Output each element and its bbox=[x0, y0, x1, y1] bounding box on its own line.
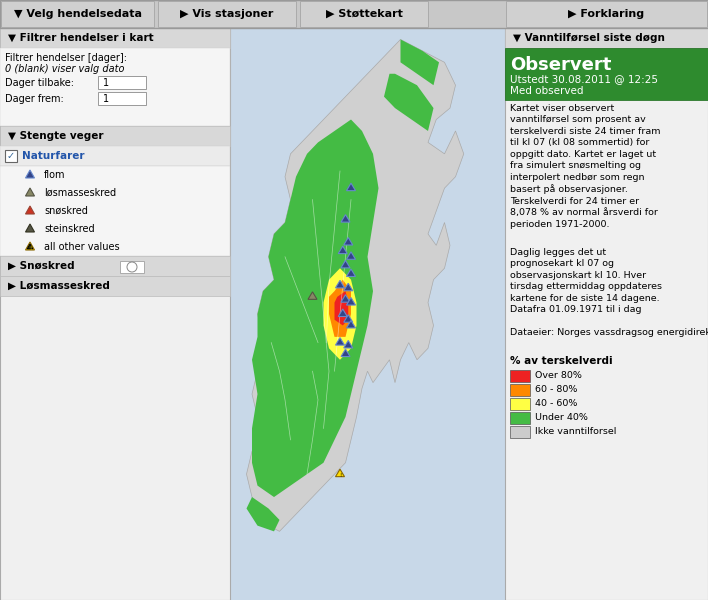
Text: snøskred: snøskred bbox=[44, 206, 88, 216]
Polygon shape bbox=[336, 280, 345, 288]
Polygon shape bbox=[246, 497, 280, 532]
Polygon shape bbox=[25, 206, 35, 214]
Text: ▼ Velg hendelsedata: ▼ Velg hendelsedata bbox=[13, 9, 142, 19]
Polygon shape bbox=[25, 170, 35, 178]
Polygon shape bbox=[344, 283, 353, 291]
Bar bbox=[505, 28, 708, 48]
Polygon shape bbox=[346, 269, 355, 277]
Text: steinskred: steinskred bbox=[44, 224, 95, 234]
Bar bbox=[230, 28, 505, 600]
Polygon shape bbox=[336, 469, 345, 476]
Text: Dager frem:: Dager frem: bbox=[5, 94, 64, 104]
Bar bbox=[505, 48, 708, 100]
Polygon shape bbox=[25, 224, 35, 232]
Bar bbox=[510, 398, 530, 410]
Bar bbox=[0, 126, 230, 146]
Polygon shape bbox=[344, 315, 353, 322]
Polygon shape bbox=[346, 183, 355, 191]
Text: 1: 1 bbox=[103, 94, 109, 104]
Polygon shape bbox=[401, 40, 439, 85]
Polygon shape bbox=[341, 260, 350, 268]
Text: Under 40%: Under 40% bbox=[535, 413, 588, 422]
Polygon shape bbox=[25, 188, 35, 196]
Polygon shape bbox=[338, 309, 347, 317]
Text: Dager tilbake:: Dager tilbake: bbox=[5, 78, 74, 88]
Text: løsmasseskred: løsmasseskred bbox=[44, 188, 116, 198]
Bar bbox=[0, 256, 230, 276]
Text: ▶ Løsmasseskred: ▶ Løsmasseskred bbox=[8, 281, 110, 291]
Text: 0 (blank) viser valg dato: 0 (blank) viser valg dato bbox=[5, 64, 125, 74]
Bar bbox=[510, 426, 530, 438]
Polygon shape bbox=[341, 215, 350, 222]
Text: ▼ Filtrer hendelser i kart: ▼ Filtrer hendelser i kart bbox=[8, 33, 154, 43]
Polygon shape bbox=[25, 242, 35, 250]
Bar bbox=[0, 146, 230, 166]
Text: Observert: Observert bbox=[510, 56, 612, 74]
Bar bbox=[0, 28, 230, 600]
Text: ▶ Forklaring: ▶ Forklaring bbox=[569, 9, 644, 19]
Bar bbox=[300, 1, 428, 27]
Polygon shape bbox=[346, 298, 355, 305]
Text: Filtrer hendelser [dager]:: Filtrer hendelser [dager]: bbox=[5, 53, 127, 63]
Text: Over 80%: Over 80% bbox=[535, 371, 582, 380]
Polygon shape bbox=[329, 280, 351, 337]
Text: Daglig legges det ut
prognosekart kl 07 og
observasjonskart kl 10. Hver
tirsdag : Daglig legges det ut prognosekart kl 07 … bbox=[510, 248, 662, 314]
Text: ✓: ✓ bbox=[7, 151, 15, 161]
Text: flom: flom bbox=[44, 170, 66, 180]
Text: % av terskelverdi: % av terskelverdi bbox=[510, 356, 612, 366]
Bar bbox=[158, 1, 296, 27]
Text: ▶ Støttekart: ▶ Støttekart bbox=[326, 9, 402, 19]
Polygon shape bbox=[308, 292, 317, 299]
Bar bbox=[0, 28, 230, 48]
Bar bbox=[98, 76, 146, 89]
Polygon shape bbox=[346, 252, 355, 259]
Bar bbox=[5, 150, 17, 162]
Text: ▼ Stengte veger: ▼ Stengte veger bbox=[8, 131, 103, 141]
Polygon shape bbox=[344, 340, 353, 348]
Text: ▶ Vis stasjoner: ▶ Vis stasjoner bbox=[181, 9, 274, 19]
Polygon shape bbox=[28, 244, 33, 249]
Text: Kartet viser observert
vanntilførsel som prosent av
terskelverdi siste 24 timer : Kartet viser observert vanntilførsel som… bbox=[510, 104, 661, 229]
Text: 1: 1 bbox=[103, 78, 109, 88]
Text: Ikke vanntilforsel: Ikke vanntilforsel bbox=[535, 427, 617, 437]
Text: ▶ Snøskred: ▶ Snøskred bbox=[8, 261, 74, 271]
Bar bbox=[0, 276, 230, 296]
Bar bbox=[510, 412, 530, 424]
Polygon shape bbox=[334, 291, 348, 325]
Polygon shape bbox=[336, 338, 345, 345]
Polygon shape bbox=[246, 40, 464, 532]
Polygon shape bbox=[338, 246, 347, 254]
Polygon shape bbox=[384, 74, 433, 131]
Text: Med observed: Med observed bbox=[510, 86, 583, 96]
Text: !: ! bbox=[339, 473, 341, 478]
Circle shape bbox=[127, 262, 137, 272]
Polygon shape bbox=[324, 268, 357, 360]
Polygon shape bbox=[252, 119, 379, 497]
Text: 40 - 60%: 40 - 60% bbox=[535, 400, 578, 409]
Polygon shape bbox=[341, 349, 350, 356]
Polygon shape bbox=[346, 320, 355, 328]
Bar bbox=[510, 370, 530, 382]
Text: 60 - 80%: 60 - 80% bbox=[535, 385, 578, 395]
Text: all other values: all other values bbox=[44, 242, 120, 252]
Text: ▼ Vanntilførsel siste døgn: ▼ Vanntilførsel siste døgn bbox=[513, 33, 665, 43]
Text: Naturfarer: Naturfarer bbox=[22, 151, 84, 161]
Bar bbox=[506, 1, 707, 27]
Polygon shape bbox=[344, 238, 353, 245]
Polygon shape bbox=[341, 295, 350, 302]
Bar bbox=[98, 92, 146, 105]
Text: Utstedt 30.08.2011 @ 12:25: Utstedt 30.08.2011 @ 12:25 bbox=[510, 74, 658, 84]
Bar bbox=[120, 261, 144, 273]
Bar bbox=[1, 1, 154, 27]
Bar bbox=[510, 384, 530, 396]
Bar bbox=[0, 166, 230, 256]
Bar bbox=[0, 48, 230, 126]
Bar bbox=[0, 0, 708, 28]
Bar bbox=[505, 28, 708, 600]
Text: Dataeier: Norges vassdragsog energidirektorat: Dataeier: Norges vassdragsog energidirek… bbox=[510, 328, 708, 337]
Text: !: ! bbox=[29, 245, 31, 251]
